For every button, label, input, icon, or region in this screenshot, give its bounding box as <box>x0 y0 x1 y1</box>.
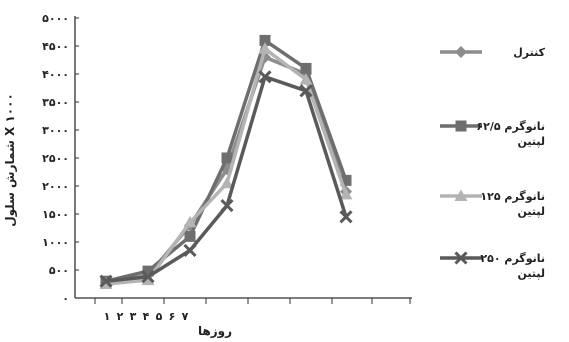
data-point <box>259 34 271 46</box>
data-point <box>299 73 313 85</box>
legend-label: لپتین <box>518 205 546 218</box>
data-point <box>220 199 234 213</box>
data-point <box>183 243 197 257</box>
legend-label: ۶۲/۵ نانوگرم <box>476 120 545 133</box>
data-point <box>339 187 353 200</box>
data-point <box>258 70 272 84</box>
x-tick-label: ۴ <box>143 310 150 323</box>
legend-marker <box>455 120 467 132</box>
marker-stroke <box>339 210 353 224</box>
x-tick-label: ۶ <box>169 310 176 323</box>
y-tick-label: ۲۵۰۰ <box>42 152 69 165</box>
legend-label: لپتین <box>518 267 546 280</box>
series-2 <box>100 34 352 287</box>
data-point <box>220 176 234 189</box>
x-tick-label: ۳ <box>130 310 137 323</box>
y-tick-label: ۵۰۰ <box>49 264 69 277</box>
legend-item-4: ۲۵۰ نانوگرم لپتین <box>440 251 546 280</box>
marker-stroke <box>454 251 468 265</box>
y-tick-label: ۳۵۰۰ <box>42 96 69 109</box>
y-tick-label: ۱۰۰۰ <box>42 236 69 249</box>
legend-marker <box>454 251 468 265</box>
legend-label: ۲۵۰ نانوگرم <box>480 252 545 265</box>
plot-area: ۰ ۵۰۰ ۱۰۰۰ ۱۵۰۰ ۲۰۰۰ ۲۵۰۰ ۳۰۰۰ ۳۵۰۰ ۴۰۰۰ ۴۵۰۰ ۵۰۰۰… <box>3 12 412 339</box>
marker-stroke <box>99 274 113 288</box>
legend-marker <box>455 46 467 58</box>
marker-stroke <box>258 70 272 84</box>
data-point <box>99 274 113 288</box>
y-tick-label: ۱۵۰۰ <box>42 208 69 221</box>
x-tick-label: ۱ <box>104 310 111 323</box>
x-tick-label: ۷ <box>182 310 189 323</box>
x-axis-label: روزها <box>198 324 232 339</box>
data-point <box>299 84 313 98</box>
legend-marker <box>454 189 468 201</box>
data-point <box>141 273 155 286</box>
y-tick-label: ۴۵۰۰ <box>42 40 69 53</box>
legend-item-3: ۱۲۵ نانوگرم لپتین <box>440 189 546 218</box>
data-point <box>141 270 155 284</box>
data-point <box>258 42 272 54</box>
y-axis-label: شمارش سلول X ۱۰۰۰ <box>3 93 18 227</box>
marker-stroke <box>183 243 197 257</box>
legend-item-1: کنترل <box>440 46 546 59</box>
data-point <box>183 215 197 228</box>
legend-label: ۱۲۵ نانوگرم <box>480 190 545 203</box>
data-point <box>221 152 233 164</box>
data-point <box>339 210 353 224</box>
x-tick-label: ۵ <box>156 310 163 323</box>
legend-label: لپتین <box>518 135 546 148</box>
legend-label: کنترل <box>513 46 545 59</box>
data-point <box>184 230 196 242</box>
y-tick-label: ۲۰۰۰ <box>42 180 69 193</box>
series-4 <box>99 70 353 288</box>
x-tick-label: ۲ <box>117 310 124 323</box>
data-point <box>300 62 312 74</box>
marker-stroke <box>220 199 234 213</box>
data-point <box>340 174 352 186</box>
data-point <box>142 265 154 277</box>
marker-stroke <box>141 270 155 284</box>
marker-stroke <box>299 84 313 98</box>
y-tick-label: ۵۰۰۰ <box>42 12 69 25</box>
y-tick-label: ۰ <box>62 292 69 305</box>
y-tick-label: ۴۰۰۰ <box>42 68 69 81</box>
y-tick-label: ۳۰۰۰ <box>42 124 69 137</box>
legend-item-2: ۶۲/۵ نانوگرم لپتین <box>440 120 545 148</box>
